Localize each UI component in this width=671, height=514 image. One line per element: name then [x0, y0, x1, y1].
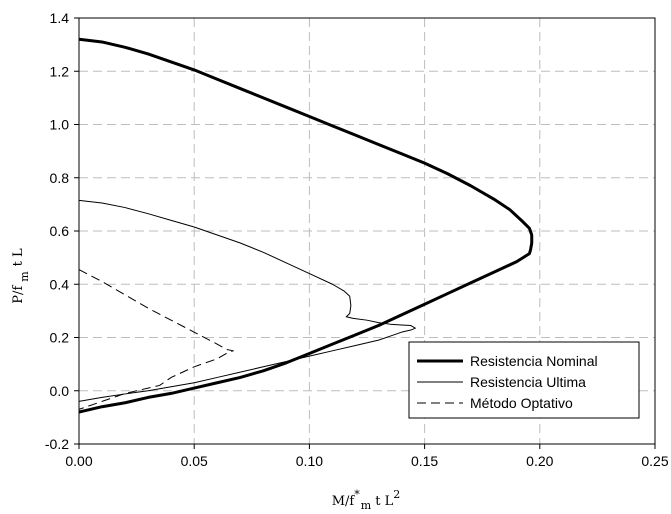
y-tick-label: 0.8 — [50, 170, 70, 186]
series-line-resistencia-ultima — [78, 199, 416, 402]
x-tick-label: 0.00 — [65, 453, 92, 469]
tick-labels: 0.00 0.05 0.10 0.15 0.20 0.25 -0.2 0.0 0.2 0.4 0.6… — [45, 10, 669, 469]
x-tick-label: 0.10 — [296, 453, 323, 469]
y-tick-label: 0.2 — [50, 330, 70, 346]
x-tick-label: 0.05 — [181, 453, 208, 469]
legend-label-optativo: Método Optativo — [470, 395, 573, 411]
y-tick-label: 0.0 — [50, 383, 70, 399]
series-line-m-todo-optativo — [78, 269, 234, 410]
y-axis-title: P/fmt L — [11, 248, 31, 304]
y-tick-label: 1.2 — [50, 63, 70, 79]
series-lines — [78, 37, 534, 414]
y-tick-label: 1.4 — [50, 10, 70, 26]
legend-label-nominal: Resistencia Nominal — [470, 353, 598, 369]
legend-box — [408, 341, 640, 419]
x-tick-label: 0.20 — [526, 453, 553, 469]
x-tick-label: 0.25 — [641, 453, 668, 469]
y-tick-label: 1.0 — [50, 117, 70, 133]
y-tick-label: 0.4 — [50, 276, 70, 292]
axis-ticks — [74, 17, 656, 449]
legend: Resistencia Nominal Resistencia Ultima M… — [408, 341, 640, 419]
x-axis-title: M/f*m t L2 — [332, 488, 401, 512]
legend-label-ultima: Resistencia Ultima — [470, 374, 586, 390]
y-tick-label: -0.2 — [45, 436, 69, 452]
x-tick-label: 0.15 — [411, 453, 438, 469]
series-line-resistencia-nominal — [78, 37, 534, 414]
y-tick-label: 0.6 — [50, 223, 70, 239]
